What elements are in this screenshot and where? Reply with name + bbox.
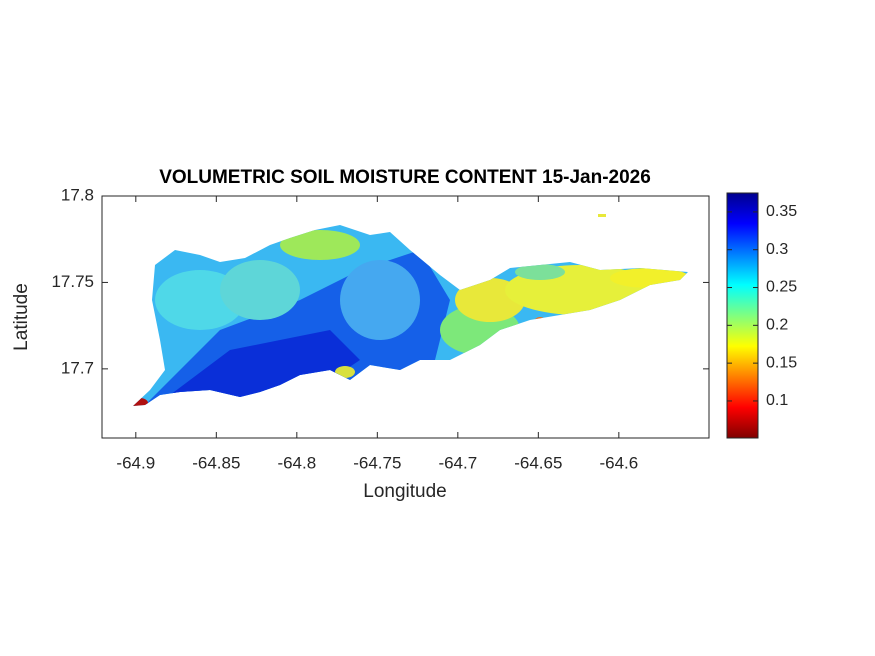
y-tick-label: 17.75: [51, 272, 94, 291]
axes-box: [101, 195, 710, 439]
x-tick-label: -64.8: [277, 453, 316, 472]
x-tick-label: -64.9: [116, 453, 155, 472]
chart-title: VOLUMETRIC SOIL MOISTURE CONTENT 15-Jan-…: [159, 167, 651, 188]
x-tick-label: -64.65: [514, 453, 562, 472]
colorbar-tick-label: 0.2: [766, 317, 788, 334]
colorbar-tick-label: 0.25: [766, 279, 797, 296]
colorbar-tick-label: 0.15: [766, 354, 797, 371]
colorbar-tick-label: 0.3: [766, 241, 788, 258]
y-tick-label: 17.8: [61, 185, 94, 204]
islet: [598, 214, 606, 217]
colorbar-tick-label: 0.1: [766, 392, 788, 409]
x-tick-label: -64.85: [192, 453, 240, 472]
y-axis-label: Latitude: [11, 283, 32, 351]
x-tick-label: -64.75: [353, 453, 401, 472]
colorbar-tick-label: 0.35: [766, 203, 797, 220]
y-tick-label: 17.7: [61, 358, 94, 377]
x-axis-label: Longitude: [363, 481, 446, 502]
moisture-field: [133, 225, 688, 406]
colorbar: [726, 192, 759, 439]
x-tick-label: -64.7: [438, 453, 477, 472]
x-tick-label: -64.6: [599, 453, 638, 472]
